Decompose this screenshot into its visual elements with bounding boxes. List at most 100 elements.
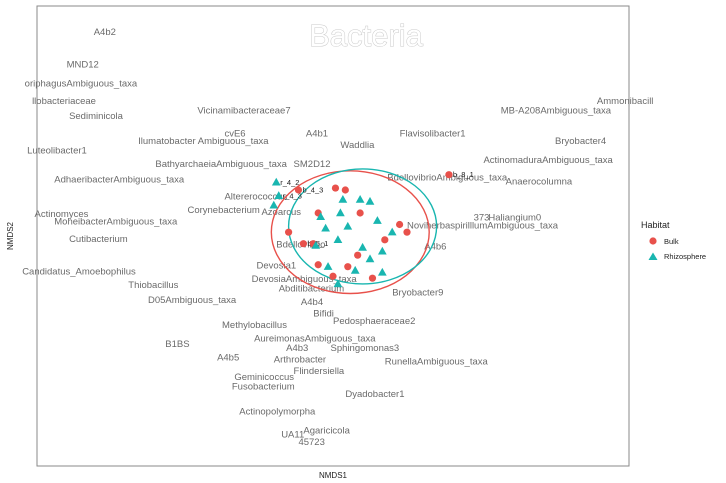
taxon-label: Altererococcus [224, 192, 287, 203]
plot-frame [36, 5, 630, 467]
rhizosphere-ellipse [287, 168, 438, 285]
rhizosphere-point [358, 242, 367, 251]
taxon-label: Sediminicola [69, 111, 124, 122]
taxon-label: UA11 [281, 429, 304, 440]
bulk-point [299, 240, 307, 248]
taxon-label: 373 [474, 213, 490, 224]
point-label: r_4_2 [280, 178, 299, 187]
taxon-label: Cutibacterium [69, 234, 128, 245]
taxon-label: Pedosphaeraceae2 [333, 316, 415, 327]
rhizosphere-point [333, 279, 343, 288]
taxon-label: Sphingomonas3 [331, 343, 400, 354]
legend-rhizosphere-marker [648, 252, 658, 260]
legend-rhizosphere-label: Rhizosphere [664, 252, 706, 261]
rhizosphere-point [373, 216, 382, 224]
taxon-label: D05Ambiguous_taxa [148, 295, 237, 306]
rhizosphere-point [350, 265, 360, 274]
bulk-point [344, 263, 352, 271]
bulk-point [294, 186, 303, 194]
rhizosphere-point [269, 200, 279, 209]
taxon-label: DevosiaAmbiguous_taxa [252, 274, 358, 285]
rhizosphere-point [321, 223, 330, 232]
x-axis-label: NMDS1 [319, 471, 348, 480]
bulk-ellipse [270, 170, 430, 295]
taxon-label: Actinopolymorpha [239, 406, 316, 417]
taxon-label: Dyadobacter1 [345, 389, 404, 400]
taxon-label: Azoarcus [261, 207, 301, 218]
taxon-label: A4b1 [306, 128, 328, 139]
legend-bulk-label: Bulk [664, 237, 679, 246]
rhizosphere-point [377, 267, 387, 276]
legend-bulk-marker [649, 237, 657, 245]
rhizosphere-point [274, 191, 284, 199]
sample-points: b_4_3 b_8_1 b_5_1 r_4_2 r_4_3 [269, 170, 474, 288]
taxon-label: Thiobacillus [128, 280, 178, 291]
taxon-label: A4b2 [94, 27, 116, 38]
taxon-label: A4b4 [301, 297, 323, 308]
legend: Habitat Bulk Rhizosphere [641, 220, 706, 261]
taxon-label: Waddlia [340, 140, 375, 151]
taxon-label: Actinomyces [35, 209, 89, 220]
taxon-label: Candidatus_Amoebophilus [22, 266, 136, 277]
bulk-point [356, 209, 364, 217]
taxon-label: Ammonibacill [597, 96, 654, 107]
bulk-point [329, 272, 337, 280]
point-label: b_8_1 [453, 170, 474, 179]
rhizosphere-point [333, 235, 343, 244]
point-label: b_5_1 [307, 239, 328, 248]
taxon-label: RunellaAmbiguous_taxa [385, 356, 489, 367]
taxon-label: B1BS [165, 339, 189, 350]
rhizosphere-point [311, 240, 321, 249]
taxon-label: Devosia1 [257, 261, 297, 272]
bulk-point [331, 184, 340, 192]
taxon-label: Anaerocolumna [506, 176, 573, 187]
rhizosphere-point [323, 262, 333, 270]
bulk-point [285, 228, 293, 236]
rhizosphere-point [365, 196, 375, 205]
taxon-label: Flindersiella [294, 366, 345, 377]
bulk-point [314, 261, 322, 269]
taxon-label: Bryobacter4 [555, 136, 606, 147]
rhizosphere-point [355, 194, 365, 203]
taxon-label: Abditibacterium [279, 284, 345, 295]
y-axis-label: NMDS2 [6, 221, 15, 250]
taxon-label: AureimonasAmbiguous_taxa [254, 333, 376, 344]
taxon-label: 45723 [298, 437, 324, 448]
rhizosphere-point [377, 246, 387, 255]
taxon-label: Haliangium0 [488, 213, 541, 224]
taxon-label: Luteolibacter1 [27, 146, 87, 157]
taxon-label: Bifidi [313, 309, 334, 320]
taxon-label: Ilumatobacter Ambiguous_taxa [138, 136, 269, 147]
taxon-label: Corynebacterium [187, 205, 259, 216]
rhizosphere-point [387, 227, 397, 236]
bulk-point [403, 228, 411, 236]
bulk-point [381, 236, 389, 244]
rhizosphere-point [271, 177, 281, 186]
taxon-label: BathyarchaeiaAmbiguous_taxa [155, 159, 287, 170]
bulk-point [445, 171, 453, 179]
rhizosphere-point [338, 194, 348, 203]
group-ellipses [270, 168, 438, 295]
taxon-label: A4b5 [217, 353, 239, 364]
taxon-label: cvE6 [224, 128, 245, 139]
taxon-label: AdhaeribacterAmbiguous_taxa [54, 174, 185, 185]
taxon-label: Flavisolibacter1 [400, 128, 466, 139]
bulk-point [354, 251, 362, 259]
point-label: r_4_3 [283, 191, 302, 200]
taxon-label: SM2D12 [294, 159, 331, 170]
taxon-label: Arthrobacter [274, 355, 326, 366]
taxon-label: NoviherbaspirilllumAmbiguous_taxa [407, 220, 559, 231]
legend-title: Habitat [641, 220, 670, 230]
bulk-point [341, 186, 349, 194]
rhizosphere-point [343, 221, 353, 230]
rhizosphere-point [365, 254, 375, 263]
taxon-label: MB-A208Ambiguous_taxa [501, 105, 612, 116]
chart-title: Bacteria [309, 18, 423, 53]
taxon-label: MND12 [67, 59, 99, 70]
taxon-label: MoheibacterAmbiguous_taxa [54, 217, 178, 228]
taxon-label: A4b3 [286, 343, 308, 354]
bulk-point [396, 220, 404, 229]
taxon-label: oriphagusAmbiguous_taxa [25, 79, 138, 90]
rhizosphere-point [336, 208, 345, 217]
taxon-label: A4b6 [424, 241, 446, 252]
